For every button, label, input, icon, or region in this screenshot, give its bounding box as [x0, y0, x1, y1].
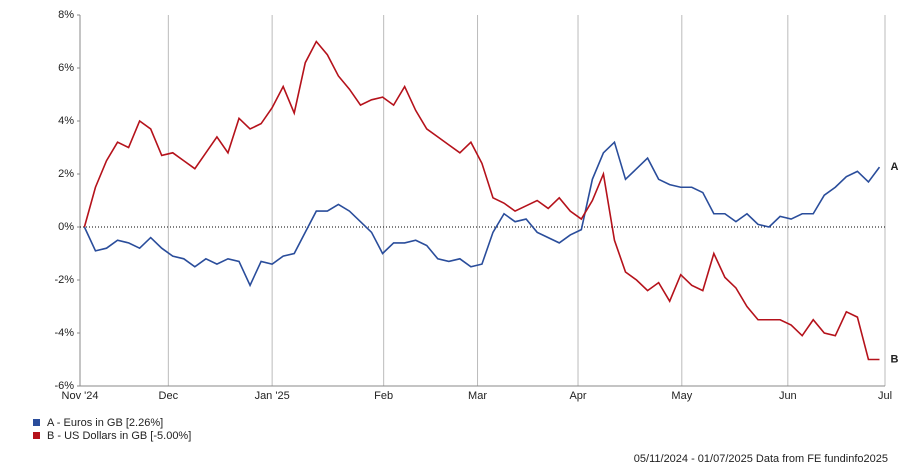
y-tick-label: 0%: [58, 221, 74, 233]
y-tick-label: 6%: [58, 62, 74, 74]
y-tick-label: 4%: [58, 115, 74, 127]
series-line: [83, 140, 881, 288]
end-label: B: [890, 353, 898, 365]
y-tick-label: -2%: [54, 274, 74, 286]
x-tick-label: Nov '24: [62, 390, 99, 402]
x-tick-label: Mar: [468, 390, 487, 402]
x-tick-label: Jan '25: [255, 390, 290, 402]
footer: 05/11/2024 - 01/07/2025 Data from FE fun…: [634, 453, 888, 465]
legend-swatch: [33, 419, 40, 426]
y-tick-label: 2%: [58, 168, 74, 180]
x-tick-label: Apr: [569, 390, 586, 402]
x-tick-label: Jul: [878, 390, 892, 402]
legend-swatch: [33, 432, 40, 439]
y-tick-label: -6%: [54, 380, 74, 392]
legend-label: A - Euros in GB [2.26%]: [47, 417, 163, 429]
x-tick-label: Dec: [159, 390, 179, 402]
y-tick-label: 8%: [58, 9, 74, 21]
x-tick-label: Feb: [374, 390, 393, 402]
x-tick-label: May: [671, 390, 692, 402]
end-label: A: [890, 161, 898, 173]
x-tick-label: Jun: [779, 390, 797, 402]
series-line: [83, 40, 880, 361]
legend-label: B - US Dollars in GB [-5.00%]: [47, 430, 191, 442]
y-tick-label: -4%: [54, 327, 74, 339]
